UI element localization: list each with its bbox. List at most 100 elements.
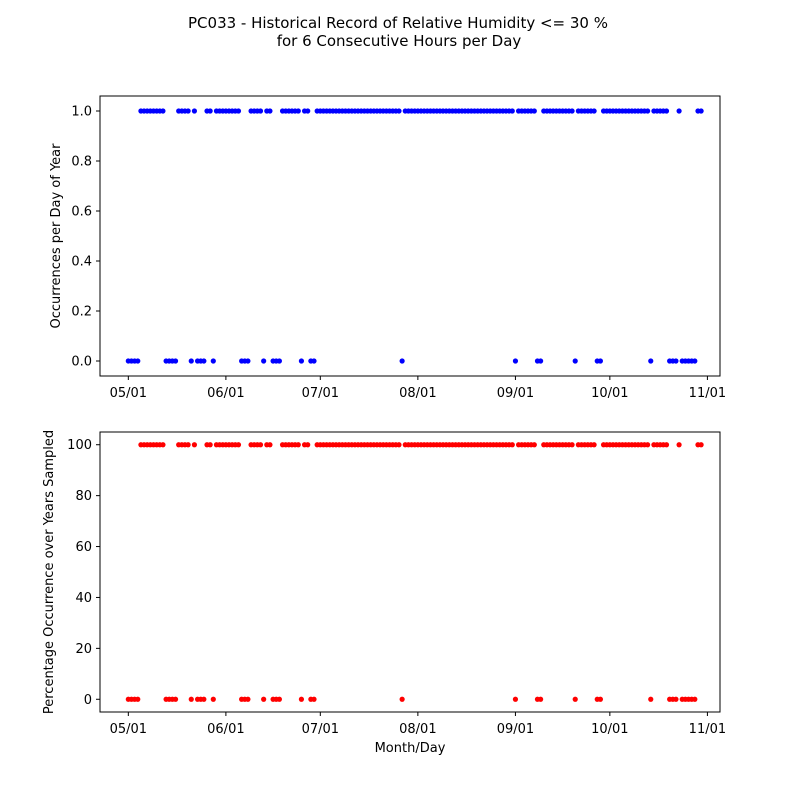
data-point	[235, 108, 242, 114]
data-point	[298, 358, 305, 364]
subplot-1: 0.0 0.2 0.4 0.6 0.8 1.0 05/01 06/01 07/01 08/01 09…	[49, 95, 726, 401]
x-tick-label: 06/01	[207, 386, 244, 401]
data-point	[692, 696, 698, 702]
y-tick-label: 0	[84, 693, 92, 708]
y-tick-label: 80	[75, 489, 92, 504]
data-point	[399, 358, 405, 364]
data-point	[531, 442, 537, 448]
x-tick-label: 05/01	[110, 386, 147, 401]
data-point	[311, 696, 317, 702]
data-point	[572, 696, 578, 702]
x-tick-label: 11/01	[689, 722, 726, 737]
data-point	[663, 108, 670, 114]
x-axis-label: Month/Day	[375, 741, 446, 756]
data-point	[172, 696, 179, 702]
data-point	[185, 442, 191, 448]
data-point	[172, 358, 179, 364]
data-point	[257, 442, 264, 448]
y-tick-label: 0.6	[71, 205, 92, 220]
data-point	[188, 358, 194, 364]
data-point	[591, 108, 597, 114]
data-point	[396, 442, 402, 448]
data-point	[676, 108, 682, 114]
data-point	[538, 358, 544, 364]
y-axis-label: Percentage Occurrence over Years Sampled	[42, 430, 57, 714]
data-point	[185, 108, 191, 114]
data-point	[645, 108, 651, 114]
data-point	[295, 108, 301, 114]
data-point	[572, 358, 578, 364]
y-tick-label: 60	[75, 540, 92, 555]
data-point	[509, 108, 515, 114]
x-tick-label: 09/01	[497, 386, 534, 401]
subplot-2: 0 20 40 60 80 100 05/01 06/01 07/01 08/01 09/01 10/…	[42, 430, 726, 756]
data-point	[597, 696, 604, 702]
data-point	[663, 442, 670, 448]
data-point	[648, 696, 654, 702]
y-tick-label: 0.0	[71, 355, 92, 370]
data-point	[261, 358, 267, 364]
data-point	[135, 696, 141, 702]
figure-title-line1: PC033 - Historical Record of Relative Hu…	[188, 14, 608, 32]
data-point	[311, 358, 317, 364]
y-tick-label: 0.8	[71, 155, 92, 170]
y-tick-label: 0.2	[71, 305, 92, 320]
data-point	[210, 696, 216, 702]
data-point	[160, 442, 166, 448]
data-point	[207, 108, 213, 114]
data-point	[569, 108, 575, 114]
y-tick-label: 100	[67, 438, 92, 453]
data-point	[135, 358, 141, 364]
data-point	[673, 358, 679, 364]
data-point	[692, 358, 698, 364]
axes-frame	[99, 95, 721, 377]
data-point	[396, 108, 402, 114]
x-tick-label: 11/01	[689, 386, 726, 401]
data-point	[648, 358, 654, 364]
data-point	[531, 108, 537, 114]
subplots: 0.0 0.2 0.4 0.6 0.8 1.0 05/01 06/01 07/01 08/01 09…	[42, 95, 726, 756]
x-tick-label: 09/01	[497, 722, 534, 737]
data-point	[188, 696, 194, 702]
data-point	[245, 696, 251, 702]
data-point	[276, 696, 282, 702]
data-point	[698, 442, 704, 448]
y-tick-label: 20	[75, 642, 92, 657]
data-point	[538, 696, 544, 702]
data-point	[295, 442, 301, 448]
data-point	[207, 442, 213, 448]
data-points	[125, 442, 704, 702]
x-tick-label: 07/01	[302, 722, 339, 737]
data-point	[201, 358, 207, 364]
x-tick-label: 10/01	[591, 722, 628, 737]
data-point	[569, 442, 575, 448]
data-point	[191, 442, 198, 448]
data-point	[276, 358, 282, 364]
data-point	[267, 442, 273, 448]
data-point	[673, 696, 679, 702]
data-point	[509, 442, 515, 448]
axes-frame	[99, 431, 721, 713]
data-point	[235, 442, 242, 448]
data-point	[257, 108, 264, 114]
data-point	[591, 442, 597, 448]
data-point	[305, 108, 311, 114]
data-point	[267, 108, 273, 114]
x-tick-label: 07/01	[302, 386, 339, 401]
x-tick-label: 05/01	[110, 722, 147, 737]
data-point	[245, 358, 251, 364]
x-tick-label: 06/01	[207, 722, 244, 737]
data-points	[125, 108, 704, 364]
y-axis-label: Occurrences per Day of Year	[49, 143, 64, 329]
data-point	[305, 442, 311, 448]
figure-title-line2: for 6 Consecutive Hours per Day	[277, 32, 522, 50]
data-point	[261, 696, 267, 702]
data-point	[201, 696, 207, 702]
data-point	[645, 442, 651, 448]
data-point	[676, 442, 682, 448]
y-tick-label: 0.4	[71, 255, 92, 270]
data-point	[698, 108, 704, 114]
